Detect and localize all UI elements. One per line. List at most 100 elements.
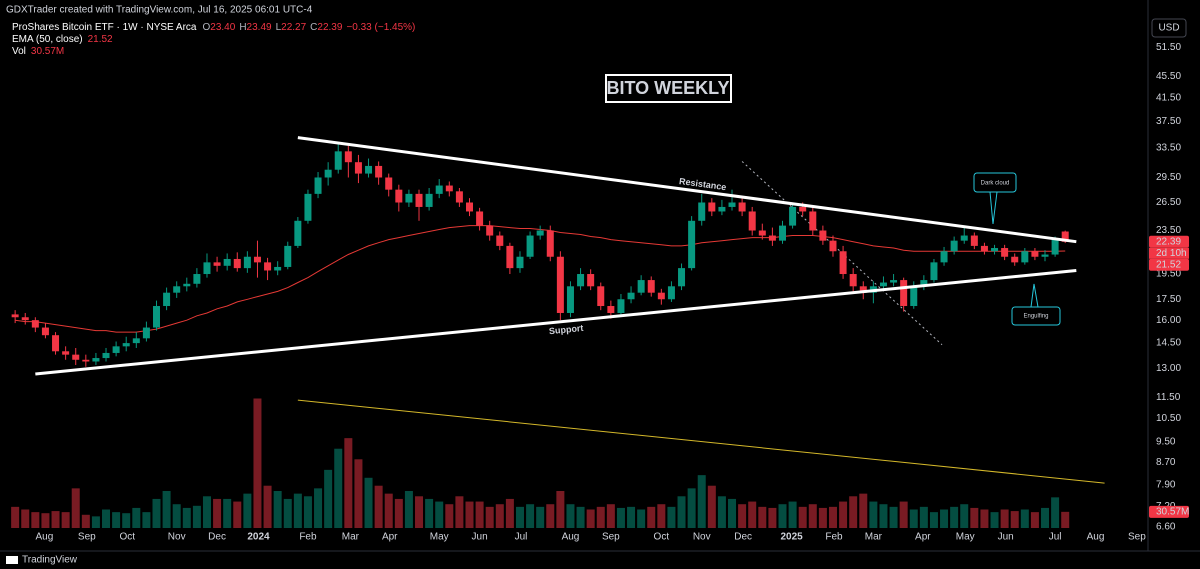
volume-bar bbox=[51, 511, 60, 528]
volume-bar bbox=[738, 504, 747, 528]
resistance-line bbox=[297, 136, 1077, 244]
volume-bar bbox=[122, 513, 131, 528]
volume-bar bbox=[334, 448, 343, 528]
volume-bar bbox=[384, 493, 393, 528]
candle-body bbox=[657, 292, 665, 300]
candle-body bbox=[405, 193, 413, 203]
x-tick-label: 2025 bbox=[780, 532, 803, 543]
volume-bar bbox=[960, 504, 969, 528]
volume-bar bbox=[677, 496, 686, 528]
l: 22.27 bbox=[281, 22, 306, 33]
volume-bar bbox=[889, 506, 898, 528]
candle-body bbox=[1001, 248, 1009, 257]
candle-body bbox=[859, 286, 867, 293]
currency[interactable]: USD bbox=[1158, 23, 1179, 34]
volume-bar bbox=[576, 506, 585, 528]
candle-body bbox=[223, 258, 231, 266]
volume-bar bbox=[778, 504, 787, 528]
callout-box bbox=[1011, 306, 1061, 326]
volume-bar bbox=[1051, 497, 1060, 528]
ema-last-label-box bbox=[1149, 258, 1189, 271]
volume-bar bbox=[1000, 509, 1009, 528]
volume-bar bbox=[11, 506, 20, 528]
candle-body bbox=[930, 262, 938, 281]
candle-body bbox=[173, 286, 181, 293]
volume-bar bbox=[586, 509, 595, 528]
volume-bar bbox=[374, 485, 383, 528]
currency-box[interactable] bbox=[1151, 18, 1187, 38]
candle-body bbox=[415, 193, 423, 207]
x-tick-label: Jun bbox=[472, 532, 488, 543]
volume-bar bbox=[81, 514, 90, 528]
volume-bar bbox=[909, 509, 918, 528]
candle-body bbox=[496, 235, 504, 246]
candle-body bbox=[829, 240, 837, 252]
candle-body bbox=[395, 189, 403, 203]
volume-bar bbox=[758, 506, 767, 528]
volume-bar bbox=[61, 512, 70, 528]
candle-body bbox=[142, 327, 150, 339]
candle-body bbox=[778, 225, 786, 241]
candle-body bbox=[960, 235, 968, 241]
candle-body bbox=[566, 286, 574, 313]
logo-icon bbox=[6, 556, 18, 564]
volume-bar bbox=[899, 501, 908, 528]
volume-bar bbox=[566, 504, 575, 528]
volume-bar bbox=[364, 477, 373, 528]
candle-body bbox=[617, 299, 625, 313]
support-line bbox=[35, 268, 1077, 376]
candle-body bbox=[112, 346, 120, 353]
callout-box bbox=[973, 172, 1017, 193]
volume-bar bbox=[142, 512, 151, 528]
x-tick-label: Sep bbox=[78, 532, 96, 543]
candle-body bbox=[1011, 256, 1019, 263]
x-tick-label: Jul bbox=[1049, 532, 1062, 543]
x-tick-label: Nov bbox=[693, 532, 711, 543]
x-tick-label: Aug bbox=[562, 532, 580, 543]
y-tick-label: 14.50 bbox=[1156, 338, 1181, 349]
h: 23.49 bbox=[247, 22, 272, 33]
title-box bbox=[605, 74, 732, 103]
volume-bar bbox=[455, 496, 464, 528]
x-tick-label: 2024 bbox=[247, 532, 270, 543]
x-tick-label: Apr bbox=[382, 532, 398, 543]
volume-bar bbox=[91, 516, 100, 528]
volume-bar bbox=[445, 504, 454, 528]
y-tick-label: 17.50 bbox=[1156, 294, 1181, 305]
candle-body bbox=[264, 262, 272, 271]
candle-body bbox=[183, 283, 191, 287]
y-tick-label: 11.50 bbox=[1156, 392, 1181, 403]
volume-bar bbox=[536, 506, 545, 528]
candle-body bbox=[274, 266, 282, 271]
candle-body bbox=[879, 282, 887, 287]
x-tick-label: Jul bbox=[515, 532, 528, 543]
c: 22.39 bbox=[317, 22, 342, 33]
callout-text: Engulfing bbox=[1023, 314, 1048, 320]
last-price-label-box bbox=[1149, 235, 1189, 248]
candle-body bbox=[62, 351, 70, 355]
candle-body bbox=[445, 185, 453, 192]
volume-bar bbox=[697, 475, 706, 528]
y-tick-label: 8.70 bbox=[1156, 457, 1176, 468]
volume-bar bbox=[344, 438, 353, 528]
ema-label: EMA (50, close) bbox=[12, 34, 83, 45]
volume-bar bbox=[526, 504, 535, 528]
volume-bar bbox=[687, 488, 696, 528]
support-label: Support bbox=[549, 323, 584, 336]
candle-body bbox=[1021, 251, 1029, 263]
candle-body bbox=[486, 225, 494, 236]
candle-body bbox=[536, 230, 544, 236]
volume-bar bbox=[485, 506, 494, 528]
y-tick-label: 9.50 bbox=[1156, 436, 1176, 447]
x-tick-label: May bbox=[430, 532, 449, 543]
volume-bar bbox=[192, 505, 201, 528]
x-tick-label: Mar bbox=[342, 532, 360, 543]
y-tick-label: 41.50 bbox=[1156, 93, 1181, 104]
last-price-label: 22.39 bbox=[1156, 236, 1181, 247]
candle-body bbox=[21, 317, 29, 321]
volume-bar bbox=[505, 498, 514, 528]
volume-bar bbox=[354, 459, 363, 528]
legend-ema: EMA (50, close) 21.52 bbox=[12, 34, 113, 45]
candle-body bbox=[900, 280, 908, 307]
candle-body bbox=[324, 169, 332, 178]
